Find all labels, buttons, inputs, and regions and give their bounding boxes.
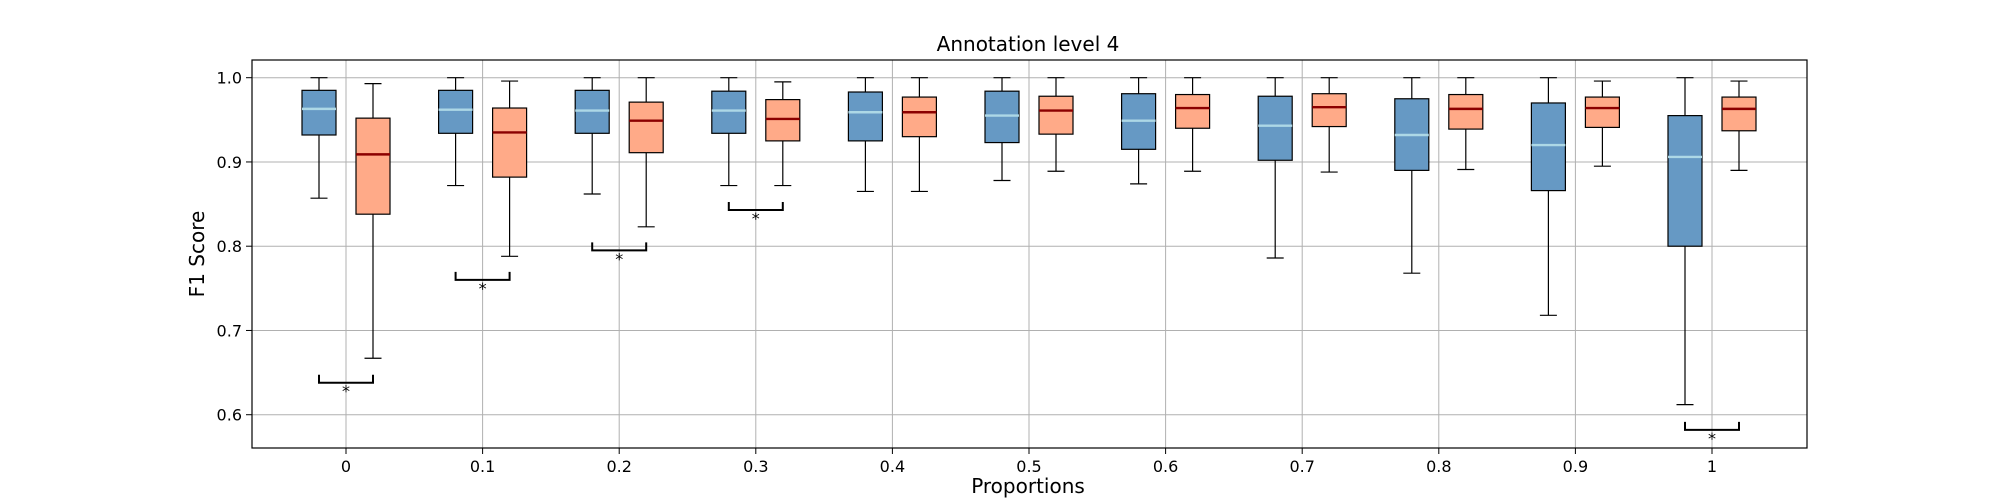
box (1448, 93, 1484, 130)
box-plot (1721, 80, 1757, 171)
box (1038, 95, 1074, 135)
box (1174, 93, 1211, 129)
box-plot (1530, 77, 1567, 316)
significance-bracket (591, 242, 648, 252)
box (574, 89, 610, 134)
box-plot (765, 81, 801, 187)
box-plot (1448, 77, 1484, 171)
significance-star: * (615, 249, 623, 268)
box (847, 91, 884, 142)
x-tick-label: 0.8 (1426, 457, 1451, 476)
box-plot (574, 77, 610, 195)
y-tick-label: 1.0 (217, 69, 242, 88)
x-tick-label: 0.2 (606, 457, 631, 476)
box-plot (355, 82, 391, 359)
box (765, 99, 801, 142)
box (438, 89, 474, 134)
box-plot (847, 77, 884, 193)
significance-star: * (1708, 429, 1716, 448)
box-series (301, 77, 1757, 406)
box-plot (301, 77, 337, 199)
significance-bracket (454, 271, 511, 281)
box (301, 89, 337, 136)
box (1721, 96, 1757, 132)
y-axis-label: F1 Score (185, 211, 209, 298)
x-tick-label: 0.7 (1289, 457, 1314, 476)
box-plot (628, 77, 664, 228)
x-tick-label: 0.4 (880, 457, 905, 476)
box-plot (492, 80, 528, 257)
significance-bracket (1684, 421, 1740, 431)
box-plot (1038, 77, 1074, 172)
box (1257, 95, 1293, 161)
y-tick-label: 0.6 (217, 406, 242, 425)
box (492, 107, 528, 178)
x-tick-label: 1 (1707, 457, 1717, 476)
box (901, 96, 938, 138)
box (1667, 115, 1703, 247)
chart-title: Annotation level 4 (937, 32, 1120, 56)
box-plot (438, 77, 474, 187)
x-tick-label: 0.9 (1563, 457, 1588, 476)
x-tick-label: 0 (341, 457, 351, 476)
significance-bracket (318, 374, 374, 384)
box-plot (1584, 80, 1621, 167)
box (628, 101, 664, 154)
y-tick-label: 0.7 (217, 321, 242, 340)
x-tick-label: 0.5 (1016, 457, 1041, 476)
x-tick-label: 0.3 (743, 457, 768, 476)
box (711, 90, 747, 134)
x-axis: 0 0.1 0.2 0.3 0.4 0.5 0.6 0.7 0.8 0.9 1 (341, 448, 1717, 476)
box-plot (901, 77, 938, 193)
box-plot (984, 77, 1020, 182)
box (1530, 102, 1567, 192)
y-tick-label: 0.8 (217, 237, 242, 256)
box-plot (1257, 77, 1293, 259)
significance-bracket (727, 201, 784, 211)
significance-star: * (342, 382, 350, 401)
box (355, 117, 391, 215)
y-axis: 0.6 0.7 0.8 0.9 1.0 (217, 69, 252, 425)
significance-star: * (479, 279, 487, 298)
y-tick-label: 0.9 (217, 153, 242, 172)
significance-star: * (752, 209, 760, 228)
box-plot (1394, 77, 1430, 274)
x-tick-label: 0.1 (470, 457, 495, 476)
box-plot (1311, 77, 1347, 173)
box-plot (711, 77, 747, 187)
box (1584, 96, 1621, 129)
x-tick-label: 0.6 (1153, 457, 1178, 476)
box-plot (1667, 77, 1703, 406)
box (984, 90, 1020, 144)
box (1311, 93, 1347, 128)
box-plot (1174, 77, 1211, 172)
box-plot (1120, 77, 1157, 185)
significance-markers: * * * * * (318, 201, 1740, 448)
x-axis-label: Proportions (971, 474, 1085, 498)
grid (252, 60, 1807, 448)
